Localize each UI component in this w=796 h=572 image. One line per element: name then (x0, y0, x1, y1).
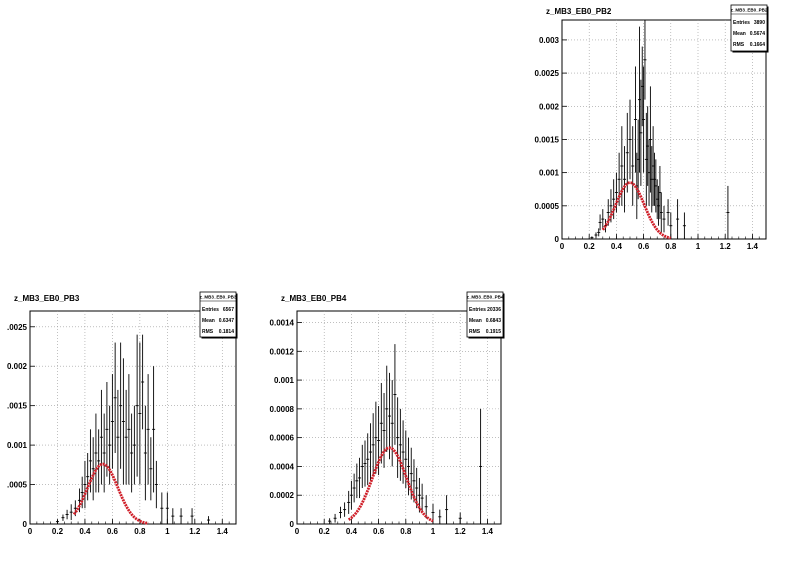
stats-box: z_MB3_EB0_PB4 Entries 20336 Mean 0.6843 RMS 0.… (466, 291, 505, 339)
x-tick-label: 1.4 (482, 527, 494, 536)
y-tick-label: 0.002 (7, 362, 28, 371)
y-tick-label: .0015 (7, 402, 28, 411)
y-tick-label: 0.0005 (535, 202, 560, 211)
stats-name: z_MB3_EB0_PB2 (731, 8, 768, 13)
stats-box-frame (466, 291, 504, 338)
x-tick-label: 0.8 (665, 242, 677, 251)
y-tick-label: 0.002 (539, 102, 560, 111)
y-tick-label: 0.0015 (535, 135, 560, 144)
chart-title: z_MB3_EB0_PB4 (281, 294, 347, 303)
stats-label: RMS (202, 329, 214, 335)
chart-panel: 0 0.2 0.4 0.6 0.8 1 1.2 1.4 0 0.0005 0.001 0.0015 0.… (535, 4, 769, 251)
y-tick-label: 0.0006 (270, 434, 295, 443)
y-tick-label: .0005 (7, 481, 28, 490)
stats-label: Mean (202, 318, 215, 324)
stats-value: 3890 (754, 20, 765, 26)
x-tick-label: 1.4 (217, 527, 229, 536)
y-tick-label: 0 (23, 520, 28, 529)
x-tick-label: 1.2 (455, 527, 467, 536)
x-tick-label: 1 (696, 242, 701, 251)
x-tick-label: 0.4 (611, 242, 623, 251)
stats-value: 6567 (223, 307, 234, 313)
x-tick-label: 0.2 (319, 527, 331, 536)
y-tick-label: 0 (555, 235, 560, 244)
stats-label: RMS (733, 42, 745, 48)
x-tick-label: 1.4 (747, 242, 759, 251)
stats-label: Mean (733, 31, 746, 37)
stats-box-frame (730, 4, 768, 52)
chart-title: z_MB3_EB0_PB2 (546, 7, 612, 16)
stats-box-frame (199, 291, 237, 338)
x-tick-label: 0.2 (52, 527, 64, 536)
x-tick-label: 0.8 (134, 527, 146, 536)
plot-frame (29, 310, 237, 525)
stats-value: 0.1814 (219, 329, 235, 335)
x-tick-label: 1 (431, 527, 436, 536)
x-tick-label: 0 (560, 242, 565, 251)
gaussian-fit-curve (347, 446, 434, 523)
stats-value: 0.1915 (486, 329, 502, 335)
y-tick-label: 0.001 (274, 376, 295, 385)
chart-title: z_MB3_EB0_PB3 (14, 294, 80, 303)
stats-label: Entries (733, 20, 750, 26)
x-tick-label: 0.6 (107, 527, 119, 536)
y-tick-label: 0.0025 (535, 69, 560, 78)
y-tick-label: 0 (290, 520, 295, 529)
x-tick-label: 0 (28, 527, 33, 536)
stats-value: 0.1664 (750, 42, 766, 48)
plot-frame (296, 310, 502, 525)
stats-label: Entries (469, 307, 486, 313)
stats-name: z_MB3_EB0_PB3 (200, 295, 237, 300)
x-tick-label: 0.4 (346, 527, 358, 536)
x-tick-label: 0.6 (373, 527, 385, 536)
y-tick-label: 0.001 (539, 169, 560, 178)
gaussian-fit-curve (72, 462, 149, 525)
chart-panel: 0 0.2 0.4 0.6 0.8 1 1.2 1.4 0 0.0002 0.0004 0.0006 0… (270, 291, 505, 536)
gaussian-fit-curve (601, 181, 672, 240)
x-tick-label: 1.2 (720, 242, 732, 251)
y-tick-label: 0.0012 (270, 347, 295, 356)
chart-panel: 0 0.2 0.4 0.6 0.8 1 1.2 1.4 0 .0005 0.001 .0015 0.00… (7, 291, 238, 536)
y-tick-label: 0.0004 (270, 462, 295, 471)
y-tick-label: .0025 (7, 323, 28, 332)
y-tick-label: 0.0014 (270, 319, 295, 328)
x-tick-label: 0.4 (79, 527, 91, 536)
y-tick-label: 0.0008 (270, 405, 295, 414)
x-tick-label: 0.2 (584, 242, 596, 251)
stats-label: Mean (469, 318, 482, 324)
x-tick-label: 0.6 (638, 242, 650, 251)
x-tick-label: 0.8 (400, 527, 412, 536)
y-tick-label: 0.003 (539, 36, 560, 45)
stats-label: Entries (202, 307, 219, 313)
x-tick-label: 1.2 (189, 527, 201, 536)
y-tick-label: 0.001 (7, 441, 28, 450)
stats-name: z_MB3_EB0_PB4 (467, 295, 504, 300)
stats-box: z_MB3_EB0_PB3 Entries 6567 Mean 0.6347 RMS 0.1… (199, 291, 238, 339)
stats-value: 0.5674 (750, 31, 766, 37)
stats-label: RMS (469, 329, 481, 335)
x-tick-label: 0 (295, 527, 300, 536)
stats-value: 20336 (487, 307, 501, 313)
stats-box: z_MB3_EB0_PB2 Entries 3890 Mean 0.5674 RMS 0.1… (730, 4, 769, 53)
y-tick-label: 0.0002 (270, 491, 295, 500)
x-tick-label: 1 (165, 527, 170, 536)
stats-value: 0.6843 (486, 318, 502, 324)
stats-value: 0.6347 (219, 318, 235, 324)
